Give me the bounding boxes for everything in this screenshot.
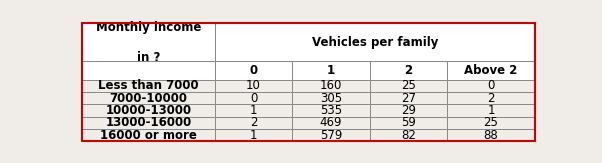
- Bar: [215, 104, 293, 117]
- Text: 535: 535: [320, 104, 342, 117]
- Bar: [82, 117, 215, 129]
- Bar: [370, 104, 447, 117]
- Bar: [370, 80, 447, 92]
- Bar: [447, 61, 535, 80]
- Bar: [82, 104, 215, 117]
- Bar: [215, 61, 293, 80]
- Bar: [447, 92, 535, 104]
- Bar: [370, 92, 447, 104]
- Text: 305: 305: [320, 92, 342, 105]
- Text: 2: 2: [405, 64, 412, 77]
- Bar: [215, 117, 293, 129]
- Bar: [370, 129, 447, 141]
- Bar: [293, 92, 370, 104]
- Text: 29: 29: [401, 104, 416, 117]
- Bar: [293, 129, 370, 141]
- Text: 1: 1: [250, 129, 257, 142]
- Bar: [370, 117, 447, 129]
- Bar: [215, 129, 293, 141]
- Text: 0: 0: [250, 92, 257, 105]
- Text: Vehicles per family: Vehicles per family: [312, 36, 438, 49]
- Bar: [293, 61, 370, 80]
- Bar: [447, 117, 535, 129]
- Bar: [447, 129, 535, 141]
- Text: 7000-10000: 7000-10000: [110, 92, 187, 105]
- Text: 0: 0: [249, 64, 258, 77]
- Text: 13000-16000: 13000-16000: [105, 116, 191, 129]
- Bar: [215, 23, 535, 61]
- Bar: [447, 80, 535, 92]
- Text: 16000 or more: 16000 or more: [100, 129, 197, 142]
- Bar: [293, 80, 370, 92]
- Text: 88: 88: [483, 129, 498, 142]
- Bar: [82, 23, 215, 61]
- Bar: [447, 104, 535, 117]
- Text: 160: 160: [320, 79, 342, 92]
- Bar: [293, 117, 370, 129]
- Bar: [82, 129, 215, 141]
- Bar: [82, 80, 215, 92]
- Text: 82: 82: [401, 129, 416, 142]
- Bar: [82, 92, 215, 104]
- Text: 25: 25: [401, 79, 416, 92]
- Text: 2: 2: [250, 116, 257, 129]
- Text: 1: 1: [250, 104, 257, 117]
- Bar: [370, 61, 447, 80]
- Text: 1: 1: [487, 104, 495, 117]
- Text: 10000-13000: 10000-13000: [105, 104, 191, 117]
- Bar: [215, 80, 293, 92]
- Text: 10: 10: [246, 79, 261, 92]
- Text: 59: 59: [401, 116, 416, 129]
- Text: Monthly income

in ?: Monthly income in ?: [96, 21, 201, 64]
- Bar: [82, 61, 215, 80]
- Text: 25: 25: [483, 116, 498, 129]
- Bar: [215, 92, 293, 104]
- Text: Less than 7000: Less than 7000: [98, 79, 199, 92]
- Text: 1: 1: [327, 64, 335, 77]
- Text: Above 2: Above 2: [464, 64, 518, 77]
- Text: 2: 2: [487, 92, 495, 105]
- Text: 469: 469: [320, 116, 343, 129]
- Text: 0: 0: [488, 79, 495, 92]
- Text: 579: 579: [320, 129, 342, 142]
- Bar: [293, 104, 370, 117]
- Text: 27: 27: [401, 92, 416, 105]
